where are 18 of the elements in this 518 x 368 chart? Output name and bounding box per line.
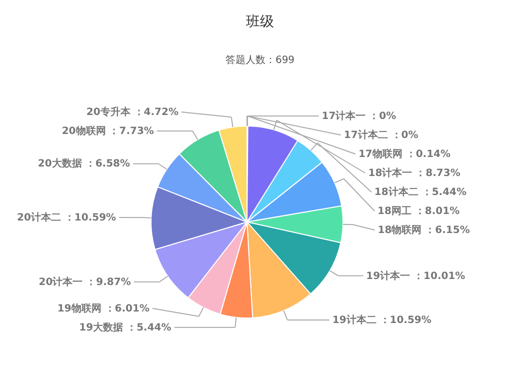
slice-label: 20计本一 ：9.87% xyxy=(38,276,131,288)
slice-label: 20计本二 ：10.59% xyxy=(17,211,116,224)
slice-label: 19计本一 ：10.01% xyxy=(366,270,466,282)
slice-label: 18物联网 ：6.15% xyxy=(378,224,470,236)
chart-subtitle: 答题人数：699 xyxy=(225,54,295,66)
slice-label: 18计本二 ：5.44% xyxy=(374,186,467,198)
slice-label: 17物联网 ：0.14% xyxy=(358,148,451,160)
slice-label: 20物联网 ：7.73% xyxy=(62,125,154,138)
slice-label: 19计本二 ：10.59% xyxy=(332,314,432,326)
slice-label: 20大数据 ：6.58% xyxy=(38,158,130,170)
slice-label: 20专升本 ：4.72% xyxy=(86,106,178,118)
slice-label: 18计本一 ：8.73% xyxy=(368,167,460,179)
category-label: 17计本一 ：0% xyxy=(322,111,396,122)
category-label: 17计本二 ：0% xyxy=(344,130,418,141)
slice-label: 19物联网 ：6.01% xyxy=(57,302,150,314)
slice-label: 19大数据 ：5.44% xyxy=(79,321,172,334)
slice-label: 18网工 ：8.01% xyxy=(378,206,460,217)
chart-title: 班级 xyxy=(246,14,274,30)
